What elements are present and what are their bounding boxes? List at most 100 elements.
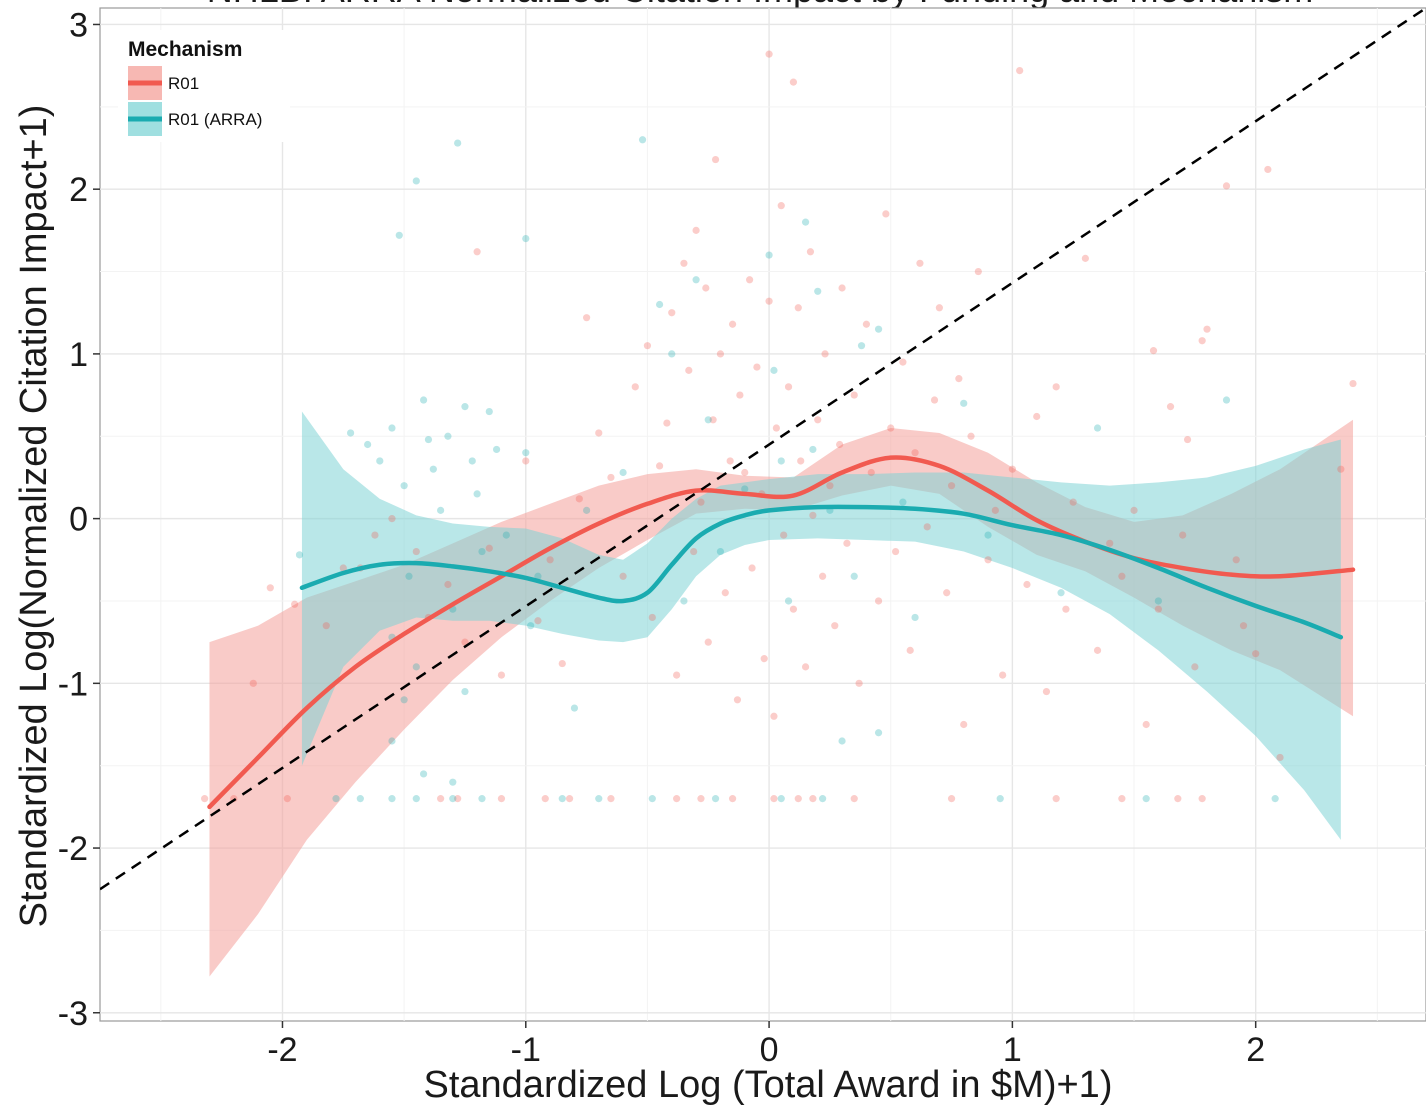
data-point-0 [702,284,710,292]
data-point-1 [412,177,420,185]
x-tick-label: 1 [1003,1031,1022,1069]
data-point-0 [819,572,827,580]
data-point-1 [857,342,866,350]
data-point-0 [911,449,919,457]
data-point-0 [546,556,554,564]
data-point-1 [741,485,749,493]
data-point-0 [283,795,291,803]
legend: Mechanism R01 R01 (ARRA) [118,30,290,142]
data-point-0 [746,276,754,284]
data-point-0 [999,671,1007,679]
data-point-1 [801,218,810,226]
data-point-1 [492,445,501,454]
data-point-0 [855,679,863,687]
data-point-0 [789,78,798,86]
data-point-0 [1232,556,1240,564]
data-point-1 [874,325,883,333]
data-point-0 [770,795,778,803]
data-point-1 [412,795,420,803]
data-point-0 [680,259,688,267]
smooth-lines [207,455,1356,810]
legend-entry-r01-arra: R01 (ARRA) [128,102,262,136]
data-point-0 [831,622,839,630]
data-point-1 [1142,795,1150,803]
data-point-0 [770,712,778,720]
chart-title: NHLBI ARRA Normalized Citation Impact by… [207,0,1314,10]
data-point-0 [690,547,698,556]
data-point-1 [395,231,403,239]
data-point-0 [809,795,817,803]
data-point-1 [424,435,433,444]
y-axis-ticks: -3 -2 -1 0 1 2 3 [58,6,100,1033]
y-tick-label: 0 [69,501,88,539]
data-point-0 [887,424,895,432]
data-point-1 [716,547,725,556]
data-point-1 [558,795,566,803]
data-point-0 [728,320,737,328]
data-point-0 [595,429,603,437]
data-point-0 [809,511,817,519]
data-point-0 [1203,325,1211,333]
data-point-1 [527,622,535,630]
data-point-1 [485,407,493,416]
data-point-1 [668,350,676,358]
data-point-1 [680,597,688,605]
x-tick-label: -1 [511,1031,541,1069]
data-point-0 [943,589,951,597]
data-point-0 [412,547,420,556]
data-point-0 [461,638,469,646]
data-point-0 [201,795,209,803]
data-point-0 [1149,347,1158,355]
data-point-0 [1183,435,1192,444]
data-point-0 [1179,531,1187,539]
data-point-0 [947,795,956,803]
data-point-0 [1166,403,1175,411]
data-point-1 [534,572,542,580]
x-tick-label: 2 [1246,1031,1265,1069]
legend-title: Mechanism [128,38,242,61]
data-point-0 [388,515,396,523]
data-point-1 [473,490,481,498]
legend-entry-r01: R01 [128,66,199,100]
data-point-1 [332,795,340,803]
data-point-1 [784,597,793,605]
data-point-1 [770,366,778,374]
data-point-0 [1264,165,1272,174]
data-point-0 [838,284,846,292]
data-point-0 [741,468,749,477]
data-point-0 [1252,650,1260,658]
data-point-0 [960,720,968,729]
data-point-0 [663,419,671,427]
data-point-1 [461,403,469,411]
data-point-0 [1052,795,1060,803]
data-point-1 [295,551,304,559]
data-point-0 [1052,383,1060,391]
data-point-0 [454,795,462,803]
data-point-0 [575,495,583,503]
data-point-0 [643,342,652,350]
data-point-0 [784,383,793,391]
data-point-0 [709,416,717,424]
data-point-0 [899,358,907,366]
data-point-1 [777,457,785,465]
data-point-0 [339,564,347,572]
data-point-0 [1142,720,1150,729]
y-tick-label: -1 [58,665,88,703]
data-point-1 [583,506,591,514]
data-point-0 [826,482,834,490]
data-point-0 [1093,646,1102,654]
data-point-1 [437,506,445,514]
data-point-0 [821,350,829,358]
data-point-1 [911,613,919,622]
data-point-0 [291,600,299,608]
data-point-0 [473,248,481,256]
data-point-1 [874,729,883,737]
data-point-0 [935,304,943,312]
data-point-0 [1106,539,1114,547]
data-point-0 [967,432,975,440]
data-points [201,50,1357,803]
data-point-0 [906,646,914,654]
data-point-1 [347,429,355,437]
data-point-0 [697,498,705,506]
data-point-1 [638,136,647,144]
